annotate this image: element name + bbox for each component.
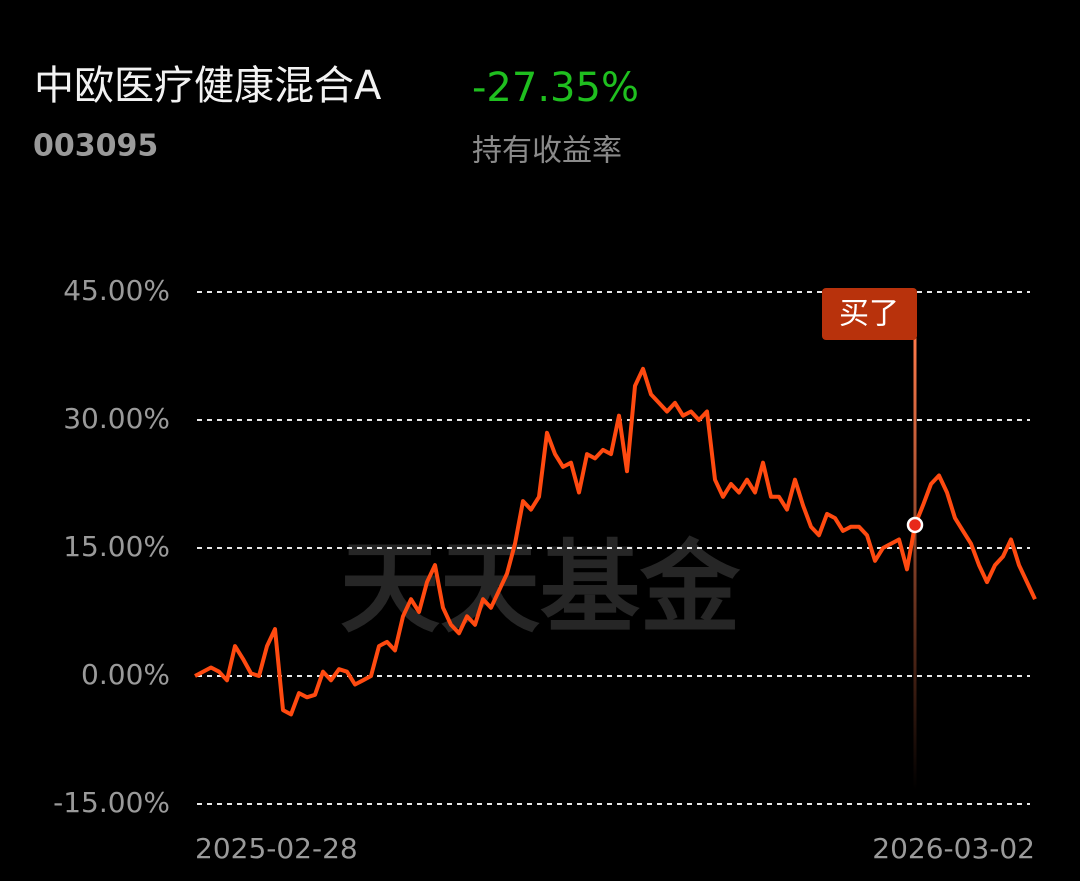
return-label: 持有收益率 (472, 134, 622, 169)
y-tick-label: 45.00% (63, 274, 170, 307)
x-tick-label: 2025-02-28 (195, 832, 358, 865)
fund-name: 中欧医疗健康混合A (34, 63, 382, 109)
buy-point (906, 516, 924, 534)
fund-code: 003095 (33, 129, 158, 164)
buy-tag-label: 买了 (839, 297, 899, 332)
y-tick-label: 30.00% (63, 402, 170, 435)
x-tick-label: 2026-03-02 (872, 832, 1035, 865)
y-tick-label: 0.00% (81, 658, 170, 691)
y-tick-label: -15.00% (53, 786, 170, 819)
y-tick-label: 15.00% (63, 530, 170, 563)
buy-line (913, 338, 917, 790)
price-line (194, 366, 1037, 717)
return-value: -27.35% (472, 65, 639, 111)
buy-tag (822, 288, 917, 340)
